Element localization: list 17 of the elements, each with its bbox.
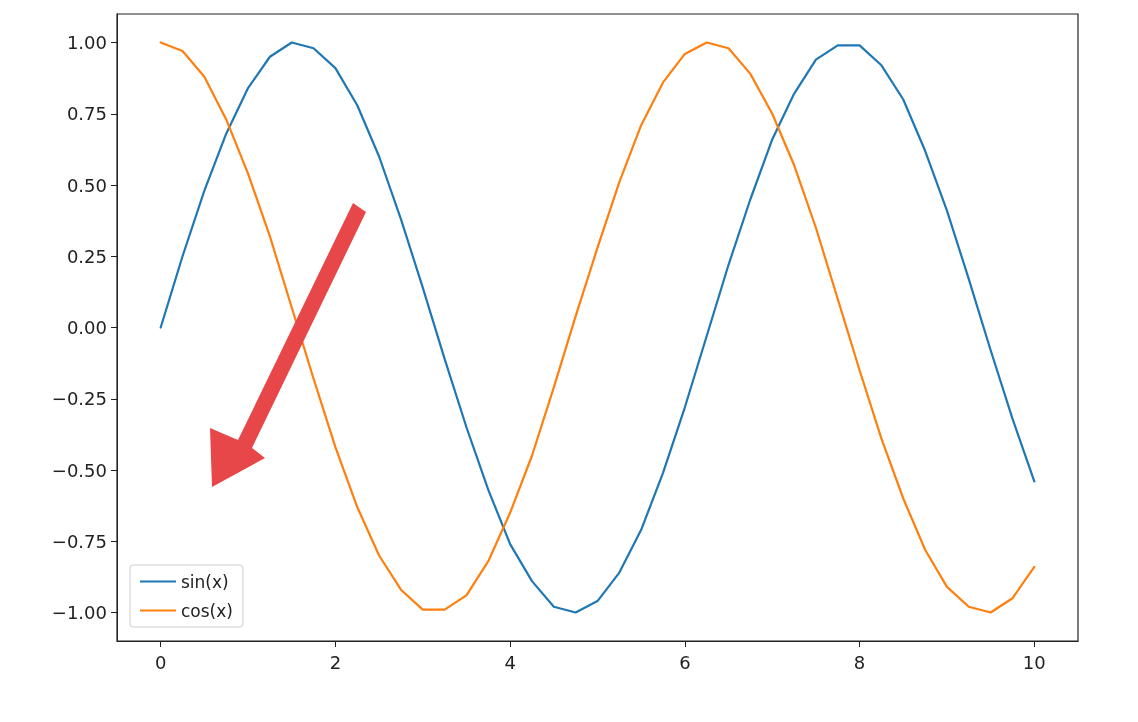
x-tick-label: 4 <box>504 651 516 673</box>
y-tick-label: −0.75 <box>51 530 107 552</box>
y-tick-label: −1.00 <box>51 602 107 623</box>
y-tick-label: 1.00 <box>66 32 107 53</box>
x-tick-label: 0 <box>154 651 167 673</box>
y-tick-label: −0.50 <box>51 459 107 481</box>
y-tick-label: 0.75 <box>66 103 107 125</box>
y-tick-label: 0.00 <box>66 317 107 338</box>
legend-label: cos(x) <box>181 600 233 621</box>
x-tick-label: 8 <box>853 651 866 673</box>
y-tick-label: 0.50 <box>66 174 107 196</box>
x-tick-label: 2 <box>329 651 342 673</box>
x-tick-label: 6 <box>679 651 691 673</box>
legend-label: sin(x) <box>181 571 229 592</box>
x-tick-label: 10 <box>1022 651 1046 673</box>
y-tick-label: −0.25 <box>51 388 107 410</box>
y-tick-label: 0.25 <box>66 245 107 267</box>
